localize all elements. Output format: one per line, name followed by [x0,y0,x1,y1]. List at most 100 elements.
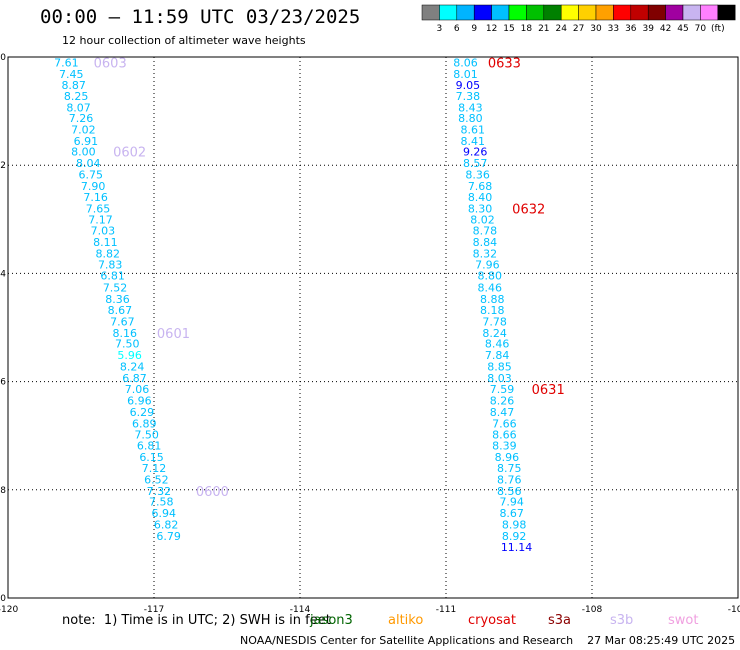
colorbar-swatch [682,4,701,21]
wave-height-label: 8.03 [487,372,512,385]
colorbar-swatch [647,4,666,21]
wave-height-label: 7.06 [125,383,150,396]
wave-height-label: 7.45 [59,68,84,81]
wave-height-label: 9.26 [463,146,488,159]
wave-height-label: 8.46 [478,281,503,294]
colorbar-swatch [665,4,684,21]
wave-height-label: 8.36 [105,293,130,306]
colorbar-unit: (ft) [711,24,725,34]
wave-height-label: 7.12 [142,462,167,475]
time-label: 0603 [94,56,127,71]
time-label: 0601 [157,327,190,342]
wave-height-label: 8.96 [495,451,520,464]
colorbar-swatch [717,4,736,21]
colorbar-label: 70 [695,24,707,34]
wave-height-label: 6.29 [130,406,155,419]
footer-note: note: 1) Time is in UTC; 2) SWH is in fe… [62,613,331,628]
wave-height-label: 8.01 [453,68,478,81]
wave-height-label: 8.67 [499,507,524,520]
wave-height-label: 11.14 [501,541,533,554]
wave-height-label: 6.79 [156,530,181,543]
colorbar-label: 39 [642,24,654,34]
wave-height-label: 7.83 [98,259,123,272]
footer-credit: NOAA/NESDIS Center for Satellite Applica… [240,634,736,647]
wave-height-label: 8.67 [108,304,133,317]
time-label: 0633 [488,56,521,71]
satellite-legend-jason3: jason3 [310,613,353,628]
wave-height-label: 8.32 [473,247,498,260]
plot-frame [7,56,739,599]
y-tick-label: -16 [0,378,6,388]
wave-height-label: 8.25 [64,90,89,103]
colorbar-label: 27 [573,24,584,34]
wave-height-label: 7.03 [91,225,116,238]
satellite-legend-s3a: s3a [548,613,572,628]
wave-height-label: 7.68 [468,180,493,193]
x-tick-label: -120 [0,605,18,615]
colorbar-label: 42 [660,24,671,34]
wave-height-label: 7.65 [86,202,111,215]
wave-height-label: 8.16 [113,327,138,340]
x-tick-label: -117 [144,605,164,615]
wave-height-label: 8.06 [453,56,478,69]
colorbar-label: 9 [471,24,477,34]
wave-height-label: 8.11 [93,236,118,249]
wave-height-label: 6.81 [100,270,125,283]
colorbar-swatch [595,4,614,21]
wave-height-label: 8.02 [470,213,495,226]
wave-height-label: 7.90 [81,180,106,193]
satellite-legend-altiko: altiko [388,613,424,628]
wave-height-label: 8.43 [458,101,483,114]
wave-height-label: 8.78 [473,225,498,238]
chart-subtitle: 12 hour collection of altimeter wave hei… [62,34,306,47]
wave-height-label: 8.80 [478,270,503,283]
wave-height-label: 7.58 [149,496,174,509]
colorbar-swatch [526,4,545,21]
colorbar-swatch [456,4,475,21]
wave-height-label: 8.84 [473,236,498,249]
wave-height-label: 8.36 [465,168,490,181]
wave-height-label: 7.32 [147,485,172,498]
wave-height-label: 7.52 [103,281,128,294]
x-tick-label: -114 [290,605,311,615]
wave-height-label: 8.24 [120,360,145,373]
wave-height-label: 7.66 [492,417,517,430]
wave-height-label: 8.07 [66,101,91,114]
time-label: 0632 [512,202,545,217]
wave-height-label: 8.75 [497,462,522,475]
wave-height-label: 7.61 [54,56,79,69]
wave-height-label: 6.15 [139,451,164,464]
wave-height-label: 7.84 [485,349,510,362]
wave-height-label: 7.16 [83,191,108,204]
satellite-legend-cryosat: cryosat [468,613,516,628]
colorbar-swatch [700,4,719,21]
wave-height-label: 8.04 [76,157,101,170]
wave-height-label: 7.38 [456,90,481,103]
wave-height-label: 6.75 [78,168,103,181]
colorbar-label: 15 [503,24,514,34]
colorbar-label: 21 [538,24,549,34]
wave-height-label: 8.41 [461,135,486,148]
wave-height-label: 8.98 [502,518,527,531]
wave-height-label: 7.02 [71,123,96,136]
colorbar-swatch [543,4,562,21]
wave-height-label: 8.80 [458,112,483,125]
y-tick-label: -10 [0,53,6,63]
time-label: 0600 [196,485,229,500]
wave-height-label: 7.26 [69,112,94,125]
wave-height-label: 5.96 [117,349,142,362]
wave-height-label: 8.66 [492,429,517,442]
wave-height-label: 7.78 [482,316,507,329]
wave-height-label: 7.59 [490,383,515,396]
wave-height-label: 8.56 [497,485,522,498]
wave-height-label: 8.87 [61,79,86,92]
wave-height-label: 8.18 [480,304,505,317]
wave-height-label: 6.94 [151,507,176,520]
wave-height-label: 8.26 [490,395,515,408]
wave-height-label: 6.91 [74,135,99,148]
wave-height-label: 7.96 [475,259,500,272]
wave-height-label: 7.94 [499,496,524,509]
x-tick-label: -111 [436,605,456,615]
